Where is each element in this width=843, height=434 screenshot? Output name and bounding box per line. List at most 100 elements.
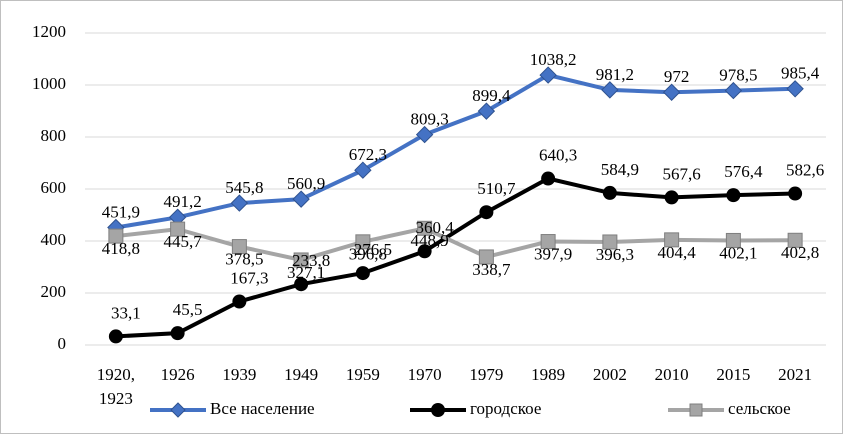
data-label: 451,9 (102, 202, 140, 221)
marker (231, 239, 247, 255)
data-label: 418,8 (102, 239, 140, 258)
marker (417, 244, 432, 259)
data-label: 672,3 (349, 145, 387, 164)
x-tick-label: 1959 (346, 365, 380, 384)
data-label: 809,3 (411, 109, 449, 128)
marker (602, 185, 617, 200)
marker (725, 232, 741, 248)
marker (355, 266, 370, 281)
marker (664, 190, 679, 205)
data-label: 582,6 (786, 160, 824, 179)
marker (293, 252, 309, 268)
data-label: 404,4 (658, 243, 697, 262)
data-label: 640,3 (539, 145, 577, 164)
data-label: 276,5 (354, 240, 392, 259)
marker (108, 228, 124, 244)
data-label: 360,4 (416, 218, 455, 237)
x-tick-label: 1989 (531, 365, 565, 384)
data-label: 899,4 (472, 86, 511, 105)
marker (602, 234, 618, 250)
data-label: 491,2 (164, 192, 202, 211)
legend-marker (689, 403, 703, 417)
marker (294, 277, 309, 292)
x-tick-label: 2015 (716, 365, 750, 384)
data-label: 584,9 (601, 160, 639, 179)
marker (479, 205, 494, 220)
marker (477, 102, 496, 120)
marker (539, 66, 557, 84)
marker (662, 83, 681, 101)
series-line (115, 72, 796, 230)
data-label: 545,8 (225, 178, 263, 197)
data-label: 972 (664, 67, 690, 86)
data-label: 402,8 (781, 243, 819, 262)
x-tick-label: 2002 (593, 365, 627, 384)
marker (230, 194, 249, 212)
y-tick-label: 200 (41, 282, 67, 301)
marker (541, 171, 556, 186)
legend-label: сельское (728, 399, 791, 418)
data-label: 560,9 (287, 174, 325, 193)
series-line (115, 176, 796, 339)
data-label: 978,5 (719, 65, 757, 84)
x-tick-label: 1970 (408, 365, 442, 384)
marker (355, 234, 371, 250)
marker (170, 221, 186, 237)
data-label: 510,7 (477, 179, 516, 198)
data-label: 397,9 (534, 244, 572, 263)
data-label: 1038,2 (530, 50, 577, 69)
data-label: 445,7 (164, 232, 203, 251)
marker (108, 329, 123, 344)
y-tick-label: 1200 (32, 22, 66, 41)
data-label: 45,5 (173, 300, 203, 319)
legend-label: городское (470, 399, 541, 418)
marker (540, 234, 556, 250)
data-label: 167,3 (230, 268, 268, 287)
legend-marker (431, 403, 445, 417)
y-tick-label: 1000 (32, 74, 66, 93)
x-tick-label: 1949 (284, 365, 318, 384)
data-label: 402,1 (719, 243, 757, 262)
series-line (115, 226, 796, 263)
marker (354, 161, 372, 179)
marker (232, 294, 247, 309)
marker (786, 80, 804, 98)
x-tick-label: 1939 (222, 365, 256, 384)
y-tick-label: 800 (41, 126, 67, 145)
data-label: 378,5 (225, 249, 263, 268)
marker (417, 220, 433, 236)
legend-label: Все население (210, 399, 315, 418)
y-tick-label: 400 (41, 230, 67, 249)
x-tick-label: 1920, 1923 (97, 365, 135, 408)
marker (724, 81, 743, 100)
marker (170, 326, 185, 341)
marker (415, 125, 434, 144)
marker (787, 232, 803, 248)
x-tick-label: 2021 (778, 365, 812, 384)
marker (478, 249, 494, 265)
data-label: 981,2 (596, 65, 634, 84)
data-label: 327,1 (287, 263, 325, 282)
legend-marker (170, 402, 186, 418)
data-label: 33,1 (111, 303, 141, 322)
y-tick-label: 0 (58, 334, 67, 353)
marker (292, 190, 310, 208)
data-label: 233,8 (292, 251, 330, 270)
marker (788, 186, 803, 201)
data-label: 985,4 (781, 64, 820, 83)
data-label: 567,6 (663, 164, 701, 183)
marker (726, 188, 741, 203)
y-tick-label: 600 (41, 178, 67, 197)
marker (601, 81, 619, 99)
marker (664, 232, 680, 248)
data-label: 576,4 (724, 162, 763, 181)
data-label: 396,8 (349, 245, 387, 264)
data-label: 396,3 (596, 245, 634, 264)
data-label: 448,9 (411, 231, 449, 250)
data-label: 338,7 (472, 260, 511, 279)
x-tick-label: 2010 (655, 365, 689, 384)
x-tick-label: 1926 (161, 365, 195, 384)
